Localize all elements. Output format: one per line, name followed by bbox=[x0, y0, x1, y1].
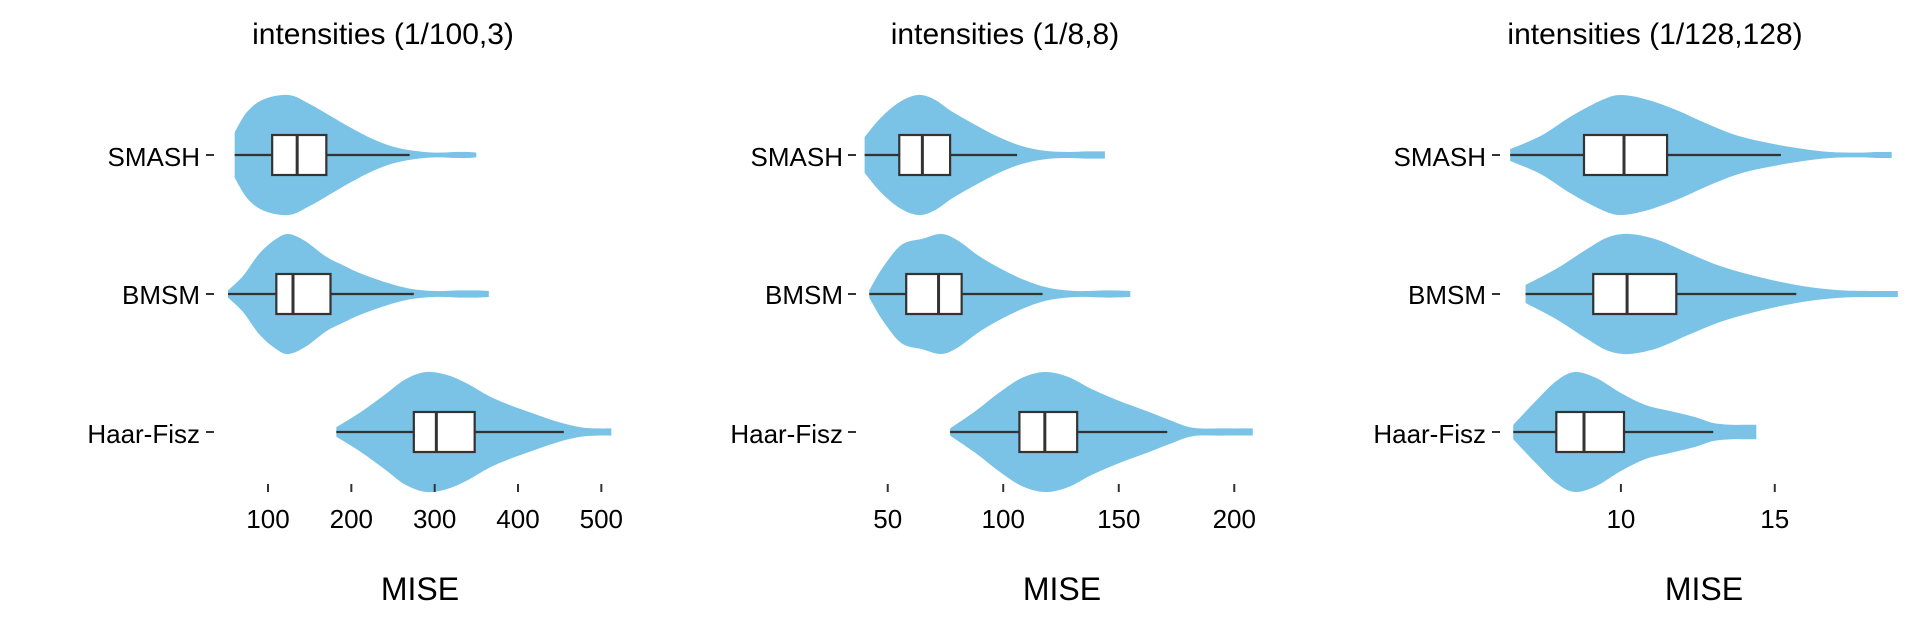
panel-3-label-bmsm: BMSM bbox=[1408, 280, 1486, 310]
panel-2-x-tick-label-200: 200 bbox=[1213, 504, 1256, 534]
panel-1-label-bmsm: BMSM bbox=[122, 280, 200, 310]
panel-3-x-tick-label-15: 15 bbox=[1760, 504, 1789, 534]
panel-1-x-axis-label: MISE bbox=[381, 571, 459, 607]
panel-3-smash-box bbox=[1582, 133, 1669, 177]
panel-3-haar-fisz-box bbox=[1555, 410, 1626, 454]
panel-2-label-haar-fisz: Haar-Fisz bbox=[730, 419, 843, 449]
panel-2-label-smash: SMASH bbox=[751, 142, 843, 172]
panel-3-x-axis-label: MISE bbox=[1665, 571, 1743, 607]
panel-2: intensities (1/8,8) SMASH BMSM Haar-Fisz… bbox=[730, 18, 1256, 607]
panel-3-label-haar-fisz: Haar-Fisz bbox=[1373, 419, 1486, 449]
panel-2-haar-fisz-box bbox=[1018, 410, 1079, 454]
panel-2-x-tick-label-150: 150 bbox=[1097, 504, 1140, 534]
panel-3-x-ticks: 10 15 bbox=[1606, 484, 1789, 534]
panel-2-title: intensities (1/8,8) bbox=[891, 18, 1119, 51]
panel-1-bmsm-box bbox=[275, 272, 332, 316]
panel-3: intensities (1/128,128) SMASH BMSM Haar-… bbox=[1373, 18, 1898, 607]
panel-1-x-tick-label-300: 300 bbox=[413, 504, 456, 534]
panel-1-smash-box bbox=[271, 133, 328, 177]
panel-1-label-smash: SMASH bbox=[108, 142, 200, 172]
panel-3-x-tick-label-10: 10 bbox=[1606, 504, 1635, 534]
panel-1-x-tick-label-100: 100 bbox=[246, 504, 289, 534]
panel-2-smash-box bbox=[898, 133, 952, 177]
panel-1: intensities (1/100,3) SMASH BMSM Haar-Fi… bbox=[87, 18, 623, 607]
panel-3-title: intensities (1/128,128) bbox=[1507, 18, 1802, 51]
panel-1-title: intensities (1/100,3) bbox=[252, 18, 514, 51]
panel-1-x-tick-label-200: 200 bbox=[330, 504, 373, 534]
panel-1-marks bbox=[206, 94, 612, 493]
panel-2-x-axis-label: MISE bbox=[1023, 571, 1101, 607]
panel-1-x-tick-label-500: 500 bbox=[580, 504, 623, 534]
panel-1-x-ticks: 100 200 300 400 500 bbox=[246, 484, 623, 534]
panel-1-label-haar-fisz: Haar-Fisz bbox=[87, 419, 200, 449]
panel-3-label-smash: SMASH bbox=[1394, 142, 1486, 172]
panel-2-x-ticks: 50 100 150 200 bbox=[873, 484, 1256, 534]
panel-2-label-bmsm: BMSM bbox=[765, 280, 843, 310]
panel-2-bmsm-box bbox=[905, 272, 963, 316]
panel-2-marks bbox=[848, 94, 1253, 493]
panel-3-marks bbox=[1492, 94, 1898, 493]
panel-1-x-tick-label-400: 400 bbox=[496, 504, 539, 534]
panel-1-haar-fisz-box bbox=[412, 410, 476, 454]
panel-3-bmsm-box bbox=[1592, 272, 1678, 316]
panel-2-x-tick-label-50: 50 bbox=[873, 504, 902, 534]
panel-2-x-tick-label-100: 100 bbox=[982, 504, 1025, 534]
